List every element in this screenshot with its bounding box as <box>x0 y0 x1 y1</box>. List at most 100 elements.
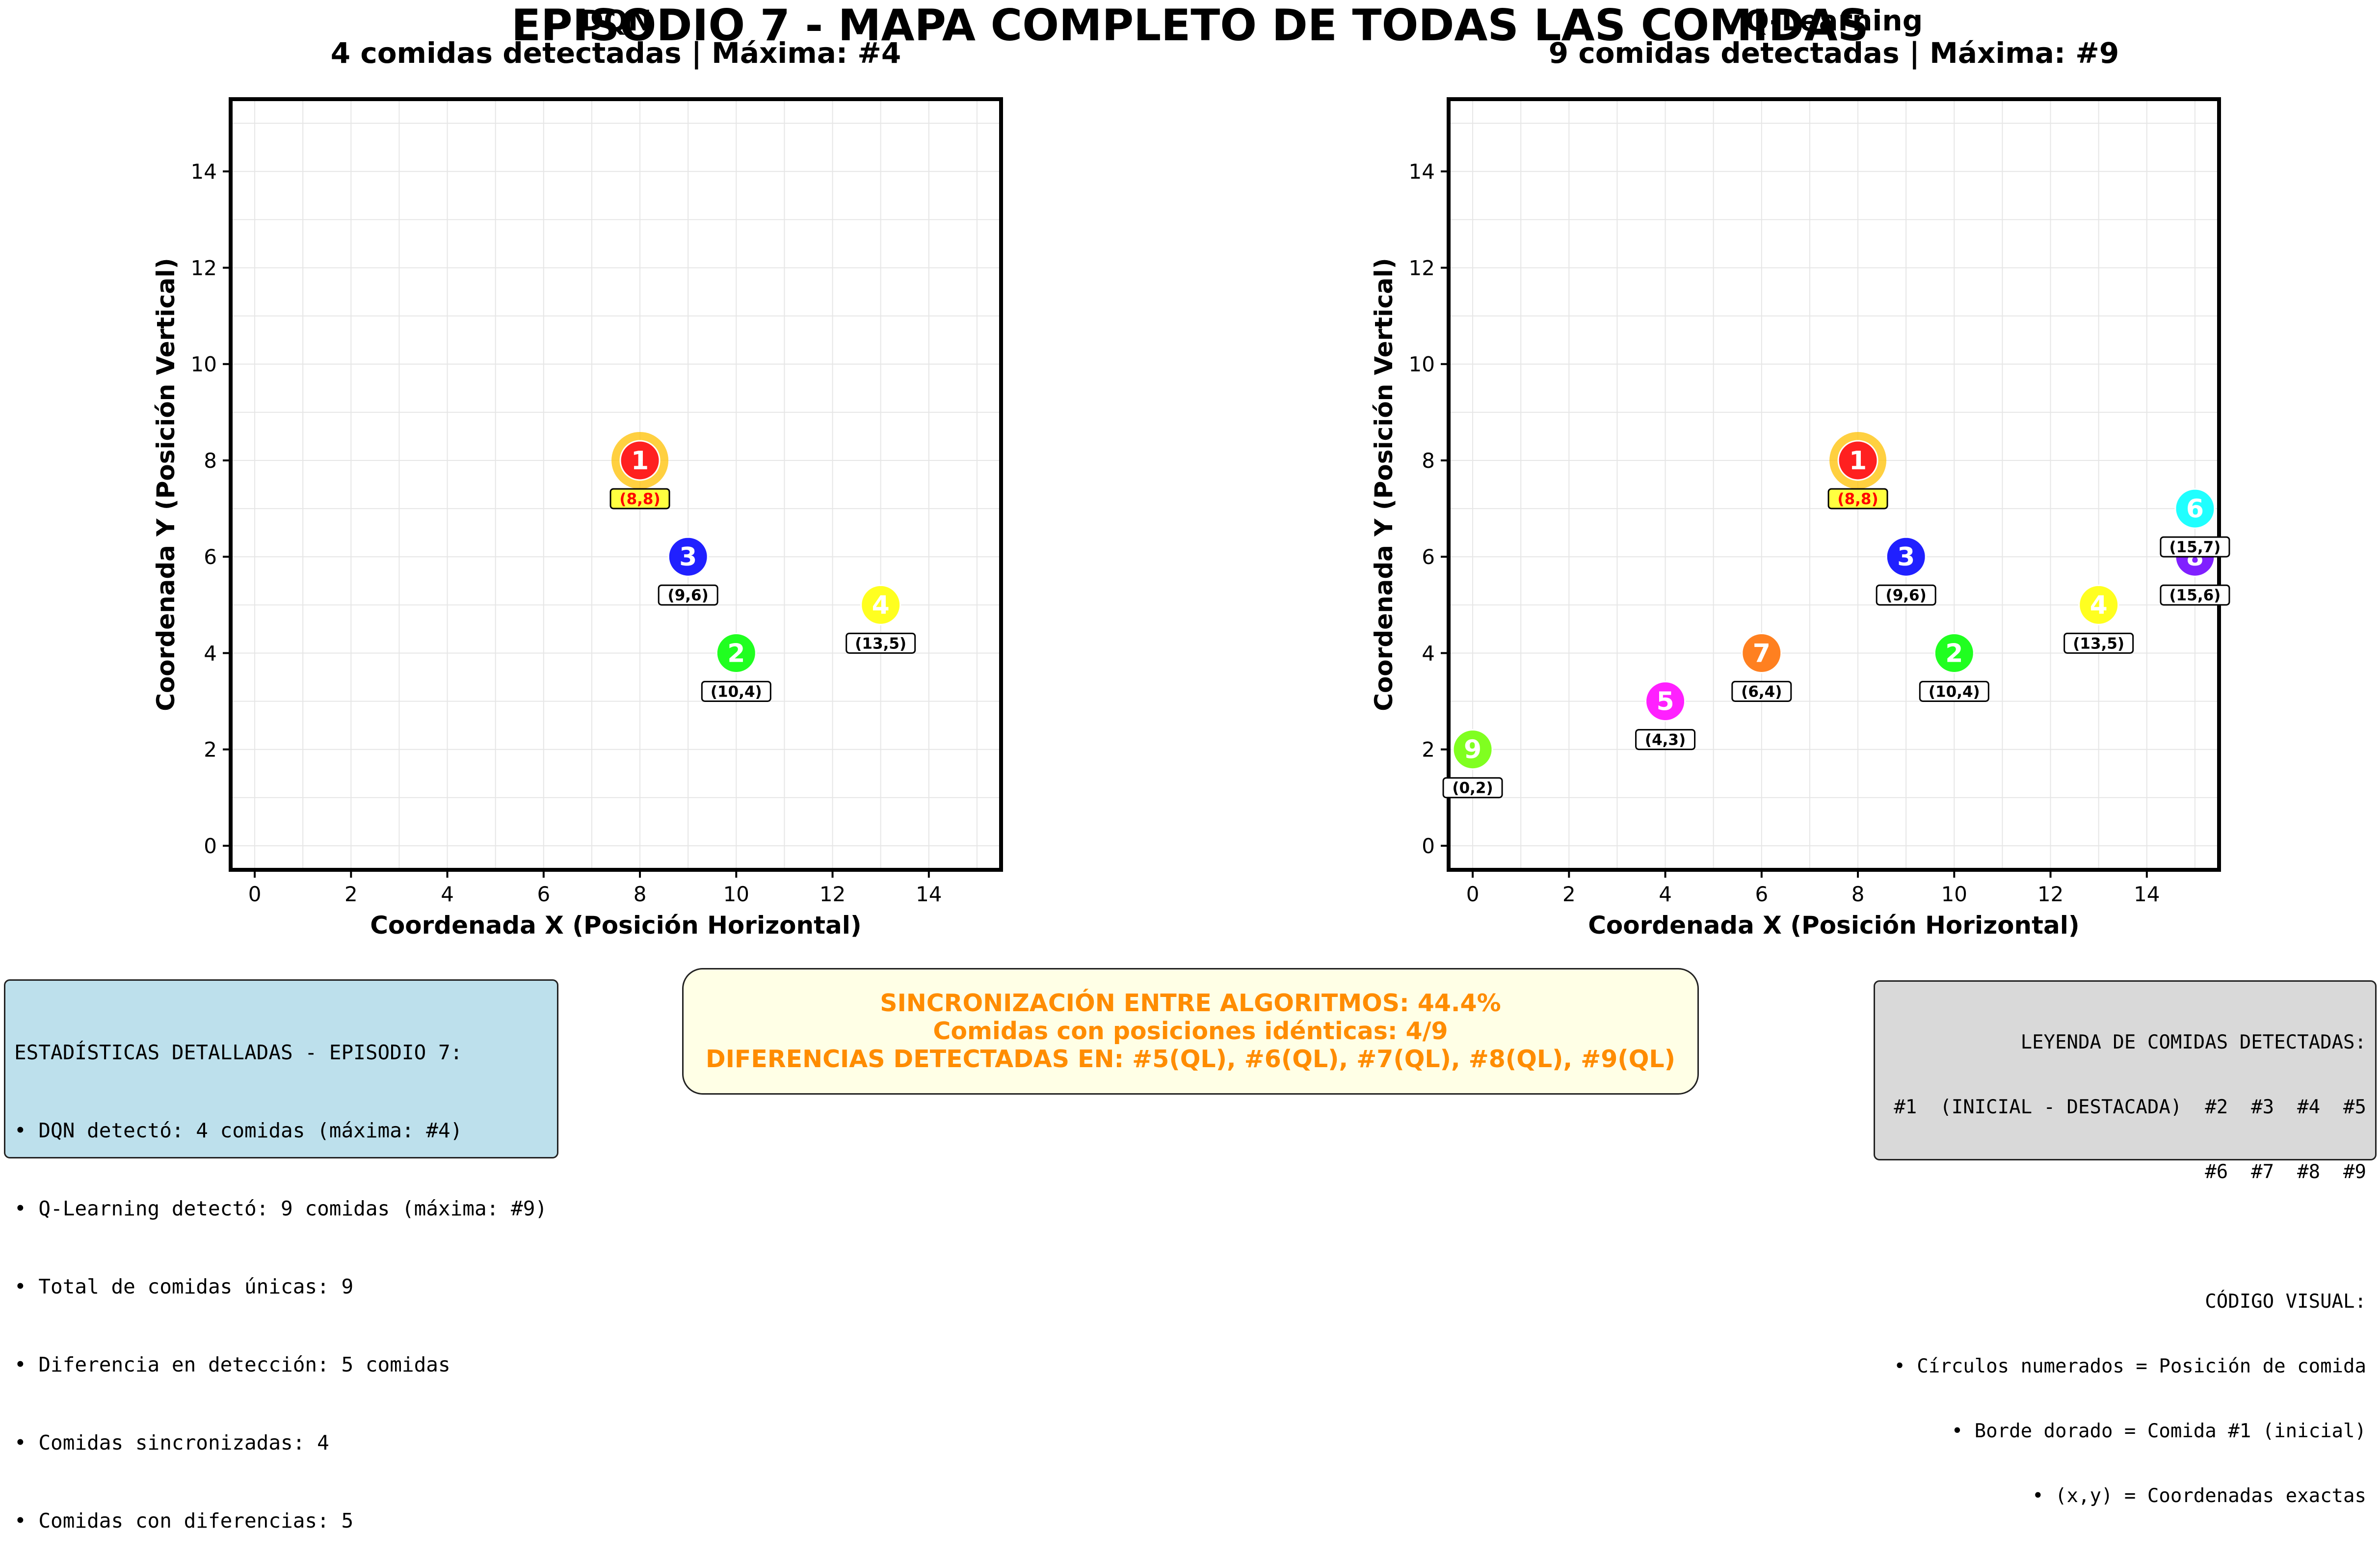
y-tick-label: 10 <box>191 352 217 377</box>
coord-label-box <box>2063 632 2134 654</box>
y-tick-label: 6 <box>204 545 217 569</box>
x-tick-label: 0 <box>248 882 262 906</box>
stats-line: • DQN detectó: 4 comidas (máxima: #4) <box>14 1119 463 1142</box>
food-marker: 2 (10,4) <box>1919 632 1989 702</box>
y-tick-label: 0 <box>204 834 217 858</box>
y-tick-label: 12 <box>1409 256 1435 280</box>
legend-line <box>1884 1226 2366 1248</box>
y-tick-label: 10 <box>1409 352 1435 377</box>
coord-label-box <box>1876 584 1936 606</box>
food-point <box>860 584 901 625</box>
coord-label: (8,8) <box>619 490 660 508</box>
food-number: 4 <box>2090 591 2108 620</box>
stats-line: • Comidas sincronizadas: 4 <box>14 1431 329 1454</box>
food-marker: 7 (6,4) <box>1731 632 1792 702</box>
coord-label-box <box>1919 680 1989 702</box>
figure-title: EPISODIO 7 - MAPA COMPLETO DE TODAS LAS … <box>511 0 1869 51</box>
coord-label: (10,4) <box>1929 683 1980 700</box>
stats-panel: ESTADÍSTICAS DETALLADAS - EPISODIO 7: • … <box>4 979 558 1533</box>
chart-title: Q-Learning <box>1745 4 1923 37</box>
food-marker: 6 (15,7) <box>2160 488 2230 558</box>
legend-line: • Círculos numerados = Posición de comid… <box>1894 1355 2366 1377</box>
y-axis-label: Coordenada Y (Posición Vertical) <box>152 258 180 711</box>
legend-line: • (x,y) = Coordenadas exactas <box>2032 1485 2366 1507</box>
x-tick-label: 0 <box>1466 882 1480 906</box>
stats-line: ESTADÍSTICAS DETALLADAS - EPISODIO 7: <box>14 1041 463 1064</box>
x-tick-label: 14 <box>2134 882 2160 906</box>
food-marker: 4 (13,5) <box>2063 584 2134 654</box>
coord-label-box <box>2160 584 2230 606</box>
sync-line: SINCRONIZACIÓN ENTRE ALGORITMOS: 44.4% <box>880 989 1501 1017</box>
y-tick-label: 14 <box>1409 160 1435 184</box>
sync-panel: SINCRONIZACIÓN ENTRE ALGORITMOS: 44.4% C… <box>682 968 1699 1095</box>
coord-label: (6,4) <box>1741 683 1782 700</box>
x-axis-label: Coordenada X (Posición Horizontal) <box>370 911 862 940</box>
coord-label-box <box>846 632 916 654</box>
food-point <box>619 440 661 481</box>
x-tick-label: 12 <box>820 882 846 906</box>
coord-label: (15,6) <box>2169 587 2221 604</box>
food-point <box>1837 440 1878 481</box>
x-axis-label: Coordenada X (Posición Horizontal) <box>1588 911 2080 940</box>
legend-line: CÓDIGO VISUAL: <box>2205 1291 2366 1313</box>
food-number: 2 <box>1945 639 1963 668</box>
food-marker: 1 (8,8) <box>1827 431 1888 510</box>
legend-line: #6 #7 #8 #9 <box>2205 1161 2366 1183</box>
y-tick-label: 14 <box>191 160 217 184</box>
food-number: 9 <box>1464 735 1481 765</box>
food-number: 6 <box>2186 494 2204 524</box>
chart-subtitle: 9 comidas detectadas | Máxima: #9 <box>1549 36 2119 70</box>
food-number: 2 <box>727 639 745 668</box>
food-number: 1 <box>1849 446 1867 476</box>
x-tick-label: 2 <box>344 882 358 906</box>
x-tick-label: 2 <box>1562 882 1576 906</box>
y-tick-label: 12 <box>191 256 217 280</box>
y-tick-label: 2 <box>204 738 217 762</box>
food-marker: 5 (4,3) <box>1635 681 1696 751</box>
food-point <box>1885 536 1927 577</box>
food-number: 3 <box>679 542 697 572</box>
food-marker: 3 (9,6) <box>658 536 718 606</box>
x-tick-label: 14 <box>916 882 942 906</box>
coord-label-box <box>1731 680 1792 702</box>
food-marker: 2 (10,4) <box>701 632 771 702</box>
food-marker: 3 (9,6) <box>1876 536 1936 606</box>
y-tick-label: 2 <box>1422 738 1435 762</box>
legend-line: #1 (INICIAL - DESTACADA) #2 #3 #4 #5 <box>1894 1096 2366 1118</box>
x-tick-label: 10 <box>723 882 749 906</box>
food-point <box>1645 681 1686 722</box>
food-point <box>1452 729 1493 770</box>
y-tick-label: 8 <box>204 449 217 473</box>
stats-line: • Total de comidas únicas: 9 <box>14 1275 354 1298</box>
coord-label: (13,5) <box>855 635 906 652</box>
sync-line: DIFERENCIAS DETECTADAS EN: #5(QL), #6(QL… <box>706 1045 1675 1073</box>
plot-frame <box>1447 97 2221 872</box>
coord-label: (15,7) <box>2169 538 2221 556</box>
x-tick-label: 4 <box>441 882 454 906</box>
y-tick-label: 0 <box>1422 834 1435 858</box>
food-point <box>1741 632 1782 673</box>
coord-label: (13,5) <box>2073 635 2124 652</box>
x-tick-label: 6 <box>1755 882 1768 906</box>
coord-label: (9,6) <box>1886 587 1927 604</box>
coord-label-box <box>2160 536 2230 558</box>
coord-label-box <box>701 680 771 702</box>
coord-label-box <box>1827 488 1888 510</box>
x-tick-label: 10 <box>1941 882 1967 906</box>
x-tick-label: 6 <box>537 882 550 906</box>
food-point <box>715 632 757 673</box>
coord-label-box <box>609 488 670 510</box>
coord-label: (8,8) <box>1837 490 1878 508</box>
food-marker: 4 (13,5) <box>846 584 916 654</box>
chart-title: DQN <box>580 4 652 37</box>
food-point <box>2174 488 2216 529</box>
legend-line: LEYENDA DE COMIDAS DETECTADAS: <box>2020 1031 2366 1053</box>
y-tick-label: 4 <box>1422 641 1435 665</box>
y-tick-label: 6 <box>1422 545 1435 569</box>
coord-label-box <box>658 584 718 606</box>
x-tick-label: 12 <box>2037 882 2063 906</box>
stats-line: • Diferencia en detección: 5 comidas <box>14 1353 450 1376</box>
y-axis-label: Coordenada Y (Posición Vertical) <box>1370 258 1398 711</box>
